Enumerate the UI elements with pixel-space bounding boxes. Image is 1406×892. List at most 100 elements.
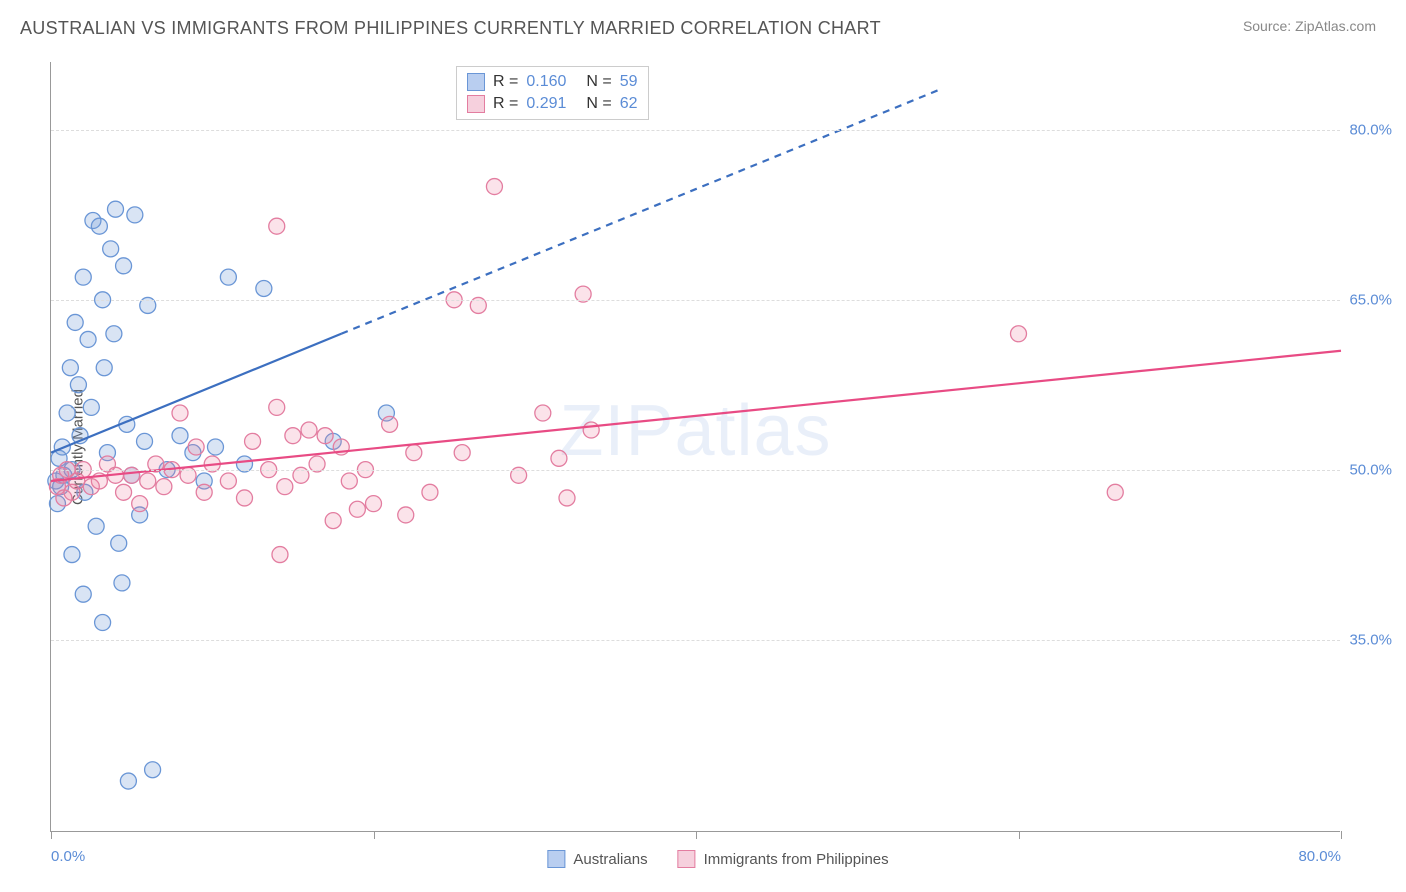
x-tick — [1341, 831, 1342, 839]
scatter-point — [196, 484, 212, 500]
scatter-point — [486, 179, 502, 195]
gridline-h — [51, 640, 1340, 641]
scatter-point — [59, 405, 75, 421]
legend-swatch — [547, 850, 565, 868]
scatter-point — [245, 433, 261, 449]
scatter-point — [349, 501, 365, 517]
legend-n-label: N = — [586, 73, 611, 91]
scatter-point — [106, 326, 122, 342]
scatter-point — [172, 405, 188, 421]
chart-container: Currently Married ZIPatlas R =0.160N =59… — [50, 62, 1386, 832]
legend-n-label: N = — [586, 95, 611, 113]
legend-top: R = 0.160 N = 59 R = 0.291 N = 62 — [456, 66, 649, 120]
scatter-point — [301, 422, 317, 438]
y-tick-label: 65.0% — [1349, 291, 1392, 308]
scatter-point — [96, 360, 112, 376]
scatter-point — [91, 218, 107, 234]
scatter-point — [285, 428, 301, 444]
scatter-point — [272, 547, 288, 563]
scatter-point — [67, 314, 83, 330]
scatter-point — [145, 762, 161, 778]
scatter-point — [127, 207, 143, 223]
scatter-point — [64, 547, 80, 563]
scatter-point — [172, 428, 188, 444]
scatter-point — [108, 201, 124, 217]
scatter-point — [75, 269, 91, 285]
y-tick-label: 50.0% — [1349, 461, 1392, 478]
x-tick — [374, 831, 375, 839]
legend-swatch — [467, 73, 485, 91]
scatter-point — [277, 479, 293, 495]
scatter-point — [88, 518, 104, 534]
bottom-legend-item: Immigrants from Philippines — [678, 850, 889, 868]
legend-n-value: 59 — [620, 73, 638, 91]
scatter-point — [137, 433, 153, 449]
scatter-point — [220, 473, 236, 489]
scatter-point — [80, 331, 96, 347]
scatter-point — [132, 496, 148, 512]
scatter-point — [454, 445, 470, 461]
bottom-legend-label: Immigrants from Philippines — [704, 851, 889, 868]
legend-swatch — [467, 95, 485, 113]
trend-line-solid — [51, 351, 1341, 481]
scatter-point — [535, 405, 551, 421]
chart-title: AUSTRALIAN VS IMMIGRANTS FROM PHILIPPINE… — [20, 18, 881, 39]
scatter-point — [256, 280, 272, 296]
scatter-point — [95, 615, 111, 631]
x-tick — [51, 831, 52, 839]
scatter-point — [188, 439, 204, 455]
scatter-point — [269, 399, 285, 415]
scatter-point — [207, 439, 223, 455]
gridline-h — [51, 300, 1340, 301]
scatter-point — [583, 422, 599, 438]
scatter-point — [1107, 484, 1123, 500]
scatter-point — [114, 575, 130, 591]
scatter-point — [237, 490, 253, 506]
source-label: Source: ZipAtlas.com — [1243, 18, 1376, 34]
scatter-point — [559, 490, 575, 506]
scatter-point — [317, 428, 333, 444]
scatter-point — [220, 269, 236, 285]
scatter-point — [1011, 326, 1027, 342]
x-tick-label: 80.0% — [1298, 848, 1341, 865]
scatter-point — [366, 496, 382, 512]
legend-r-label: R = — [493, 73, 518, 91]
scatter-point — [140, 473, 156, 489]
gridline-h — [51, 130, 1340, 131]
legend-top-row: R = 0.291 N = 62 — [467, 93, 638, 115]
scatter-point — [341, 473, 357, 489]
scatter-point — [116, 484, 132, 500]
scatter-point — [551, 450, 567, 466]
x-tick — [1019, 831, 1020, 839]
scatter-point — [422, 484, 438, 500]
y-tick-label: 80.0% — [1349, 121, 1392, 138]
legend-top-row: R = 0.160 N = 59 — [467, 71, 638, 93]
scatter-point — [75, 586, 91, 602]
scatter-point — [156, 479, 172, 495]
legend-n-value: 62 — [620, 95, 638, 113]
bottom-legend: Australians Immigrants from Philippines — [547, 850, 888, 868]
scatter-point — [62, 360, 78, 376]
scatter-point — [398, 507, 414, 523]
scatter-point — [269, 218, 285, 234]
legend-r-value: 0.291 — [526, 95, 566, 113]
plot-area: ZIPatlas R =0.160N =59R =0.291N =62 35.0… — [50, 62, 1340, 832]
legend-r-label: R = — [493, 95, 518, 113]
x-tick — [696, 831, 697, 839]
scatter-point — [83, 399, 99, 415]
scatter-point — [70, 377, 86, 393]
legend-r-value: 0.160 — [526, 73, 566, 91]
y-tick-label: 35.0% — [1349, 631, 1392, 648]
trend-line-dashed — [341, 90, 938, 333]
scatter-point — [382, 416, 398, 432]
bottom-legend-item: Australians — [547, 850, 647, 868]
scatter-point — [406, 445, 422, 461]
scatter-point — [111, 535, 127, 551]
scatter-point — [120, 773, 136, 789]
scatter-point — [116, 258, 132, 274]
legend-swatch — [678, 850, 696, 868]
bottom-legend-label: Australians — [573, 851, 647, 868]
scatter-point — [325, 513, 341, 529]
x-tick-label: 0.0% — [51, 848, 85, 865]
scatter-point — [103, 241, 119, 257]
